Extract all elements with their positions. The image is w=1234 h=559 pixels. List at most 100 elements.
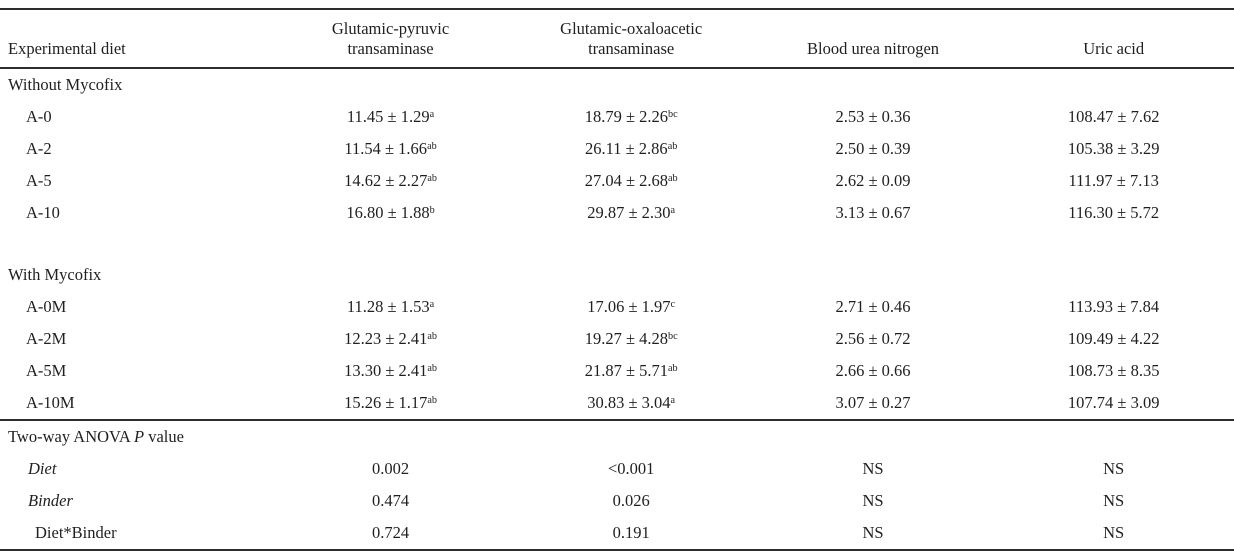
table-row: A-10M 15.26 ± 1.17ab 30.83 ± 3.04a 3.07 ± 0…	[0, 387, 1234, 420]
anova-p-value: 0.474	[371, 491, 410, 510]
significance-superscript: c	[670, 299, 676, 311]
measurement-value: 26.11 ± 2.86	[584, 139, 668, 158]
header-row: Experimental diet Glutamic-pyruvic transam…	[0, 9, 1234, 69]
diet-label: A-10	[26, 203, 60, 222]
value-cell: 2.53 ± 0.36	[753, 101, 994, 133]
measurement-value: 19.27 ± 4.28	[584, 329, 668, 348]
anova-factor-label: Diet	[28, 459, 57, 478]
results-table: Experimental diet Glutamic-pyruvic transam…	[0, 8, 1234, 551]
anova-p-value: 0.724	[371, 523, 410, 542]
measurement-value: 21.87 ± 5.71	[584, 361, 668, 380]
anova-factor-label: Binder	[28, 491, 73, 510]
value-cell: 11.54 ± 1.66ab	[271, 133, 509, 165]
measurement-value: 29.87 ± 2.30	[587, 203, 671, 222]
section-header-row: Without Mycofix	[0, 68, 1234, 101]
section-label: Without Mycofix	[8, 75, 123, 94]
value-cell: 105.38 ± 3.29	[993, 133, 1234, 165]
significance-superscript: ab	[427, 363, 438, 375]
measurement-value: 30.83 ± 3.04	[587, 393, 671, 412]
value-cell: 30.83 ± 3.04a	[510, 387, 753, 420]
section-header-row: With Mycofix	[0, 229, 1234, 291]
value-cell: 19.27 ± 4.28bc	[510, 323, 753, 355]
measurement-value: 2.50 ± 0.39	[835, 139, 911, 158]
measurement-value: 2.56 ± 0.72	[835, 329, 911, 348]
diet-label: A-2M	[26, 329, 67, 348]
measurement-value: 108.47 ± 7.62	[1067, 107, 1160, 126]
value-cell: 109.49 ± 4.22	[993, 323, 1234, 355]
col-header-line: Blood urea nitrogen	[807, 39, 940, 58]
col-header-diet: Experimental diet	[0, 9, 272, 69]
value-cell: 29.87 ± 2.30a	[510, 197, 753, 229]
significance-superscript: a	[429, 109, 435, 121]
measurement-value: 111.97 ± 7.13	[1068, 171, 1159, 190]
anova-p-value: NS	[1103, 459, 1125, 478]
value-cell: 108.47 ± 7.62	[993, 101, 1234, 133]
anova-p-value: 0.002	[371, 459, 410, 478]
diet-label: A-10M	[26, 393, 75, 412]
significance-superscript: a	[670, 205, 676, 217]
table-row: A-2 11.54 ± 1.66ab 26.11 ± 2.86ab 2.50 ± 0.…	[0, 133, 1234, 165]
value-cell: 108.73 ± 8.35	[993, 355, 1234, 387]
diet-label: A-5M	[26, 361, 67, 380]
significance-superscript: bc	[668, 109, 678, 121]
anova-p-value: 0.026	[612, 491, 650, 510]
anova-section-label: Two-way ANOVA P value	[0, 419, 1234, 453]
value-cell: 27.04 ± 2.68ab	[510, 165, 753, 197]
col-header-line: Experimental diet	[8, 39, 126, 58]
col-header-line: Glutamic-pyruvic	[331, 19, 450, 38]
value-cell: 11.28 ± 1.53a	[271, 291, 509, 323]
measurement-value: 2.66 ± 0.66	[835, 361, 911, 380]
value-cell: 3.13 ± 0.67	[753, 197, 994, 229]
significance-superscript: a	[670, 395, 676, 407]
measurement-value: 11.54 ± 1.66	[344, 139, 428, 158]
anova-p-value: NS	[862, 491, 884, 510]
table-row: A-0M 11.28 ± 1.53a 17.06 ± 1.97c 2.71 ± 0.4…	[0, 291, 1234, 323]
significance-superscript: bc	[668, 331, 678, 343]
value-cell: 14.62 ± 2.27ab	[271, 165, 509, 197]
diet-label: A-0M	[26, 297, 67, 316]
measurement-value: 14.62 ± 2.27	[344, 171, 428, 190]
value-cell: 26.11 ± 2.86ab	[510, 133, 753, 165]
measurement-value: 17.06 ± 1.97	[587, 297, 671, 316]
value-cell: 2.66 ± 0.66	[753, 355, 994, 387]
value-cell: 15.26 ± 1.17ab	[271, 387, 509, 420]
col-header-uric: Uric acid	[993, 9, 1234, 69]
measurement-value: 2.62 ± 0.09	[835, 171, 911, 190]
measurement-value: 27.04 ± 2.68	[584, 171, 668, 190]
anova-body: Two-way ANOVA P value Diet 0.002 <0.001 NS N…	[0, 419, 1234, 550]
anova-p-value: NS	[862, 523, 884, 542]
anova-p-value: <0.001	[607, 459, 655, 478]
anova-label-suffix: value	[144, 427, 184, 446]
measurement-value: 11.28 ± 1.53	[346, 297, 430, 316]
significance-superscript: b	[429, 205, 435, 217]
value-cell: 111.97 ± 7.13	[993, 165, 1234, 197]
significance-superscript: ab	[427, 141, 437, 153]
value-cell: 17.06 ± 1.97c	[510, 291, 753, 323]
value-cell: 113.93 ± 7.84	[993, 291, 1234, 323]
table-header: Experimental diet Glutamic-pyruvic transam…	[0, 9, 1234, 69]
value-cell: 18.79 ± 2.26bc	[510, 101, 753, 133]
diet-label: A-2	[26, 139, 52, 158]
value-cell: 21.87 ± 5.71ab	[510, 355, 753, 387]
table-body: Without Mycofix A-0 11.45 ± 1.29a 18.79 ± 2…	[0, 68, 1234, 420]
table-row: A-10 16.80 ± 1.88b 29.87 ± 2.30a 3.13 ± 0.6…	[0, 197, 1234, 229]
measurement-value: 109.49 ± 4.22	[1067, 329, 1160, 348]
measurement-value: 116.30 ± 5.72	[1068, 203, 1160, 222]
section-label: With Mycofix	[8, 265, 102, 284]
significance-superscript: ab	[668, 173, 678, 185]
anova-row: Binder 0.474 0.026 NS NS	[0, 485, 1234, 517]
col-header-line: Glutamic-oxaloacetic	[560, 19, 703, 38]
col-header-line: transaminase	[588, 39, 675, 58]
col-header-line: Uric acid	[1083, 39, 1145, 58]
value-cell: 11.45 ± 1.29a	[271, 101, 509, 133]
anova-factor-label: Diet*Binder	[35, 523, 117, 542]
measurement-value: 105.38 ± 3.29	[1067, 139, 1160, 158]
significance-superscript: ab	[427, 173, 438, 185]
table-row: A-5M 13.30 ± 2.41ab 21.87 ± 5.71ab 2.66 ± 0…	[0, 355, 1234, 387]
col-header-gpt: Glutamic-pyruvic transaminase	[271, 9, 510, 69]
measurement-value: 2.71 ± 0.46	[835, 297, 911, 316]
significance-superscript: ab	[427, 331, 438, 343]
value-cell: 107.74 ± 3.09	[993, 387, 1234, 420]
diet-label: A-5	[26, 171, 52, 190]
